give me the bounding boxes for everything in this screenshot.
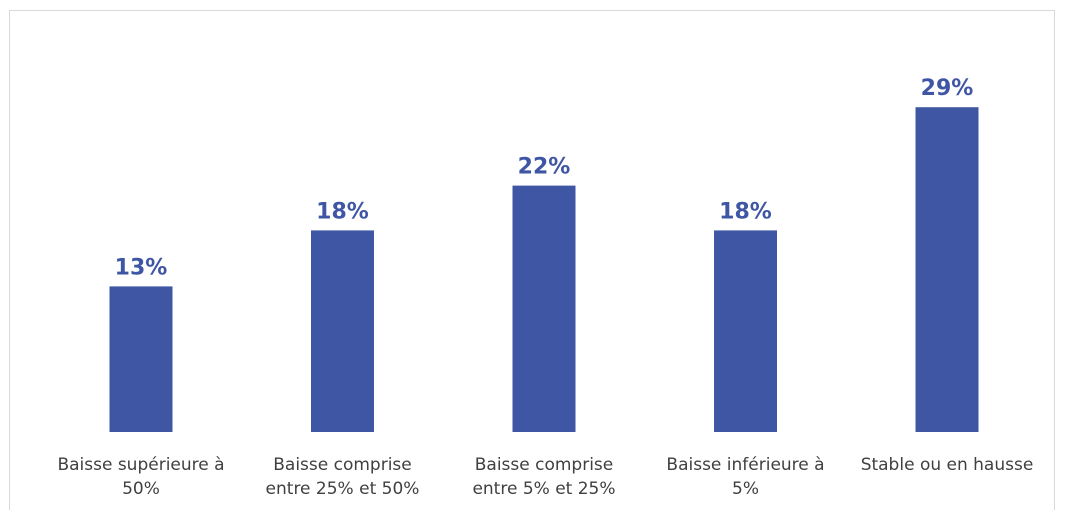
category-label-4-line-2: 5% <box>732 479 759 499</box>
category-label-3-line-2: entre 5% et 25% <box>472 479 615 499</box>
data-label-5: 29% <box>921 76 974 101</box>
bar-2 <box>311 230 374 432</box>
category-label-2-line-2: entre 25% et 50% <box>266 479 420 499</box>
category-label-2-line-1: Baisse comprise <box>273 455 412 475</box>
data-label-2: 18% <box>316 199 369 224</box>
bar-4 <box>714 230 777 432</box>
data-label-3: 22% <box>518 155 571 180</box>
category-label-4-line-1: Baisse inférieure à <box>666 455 824 475</box>
category-label-5-line-1: Stable ou en hausse <box>861 455 1034 475</box>
data-label-1: 13% <box>115 255 168 280</box>
category-label-1-line-1: Baisse supérieure à <box>57 455 224 475</box>
bar-5 <box>916 107 979 432</box>
bar-1 <box>110 286 173 432</box>
data-label-4: 18% <box>719 199 772 224</box>
category-label-1-line-2: 50% <box>122 479 160 499</box>
bar-3 <box>513 186 576 432</box>
category-label-3-line-1: Baisse comprise <box>475 455 614 475</box>
